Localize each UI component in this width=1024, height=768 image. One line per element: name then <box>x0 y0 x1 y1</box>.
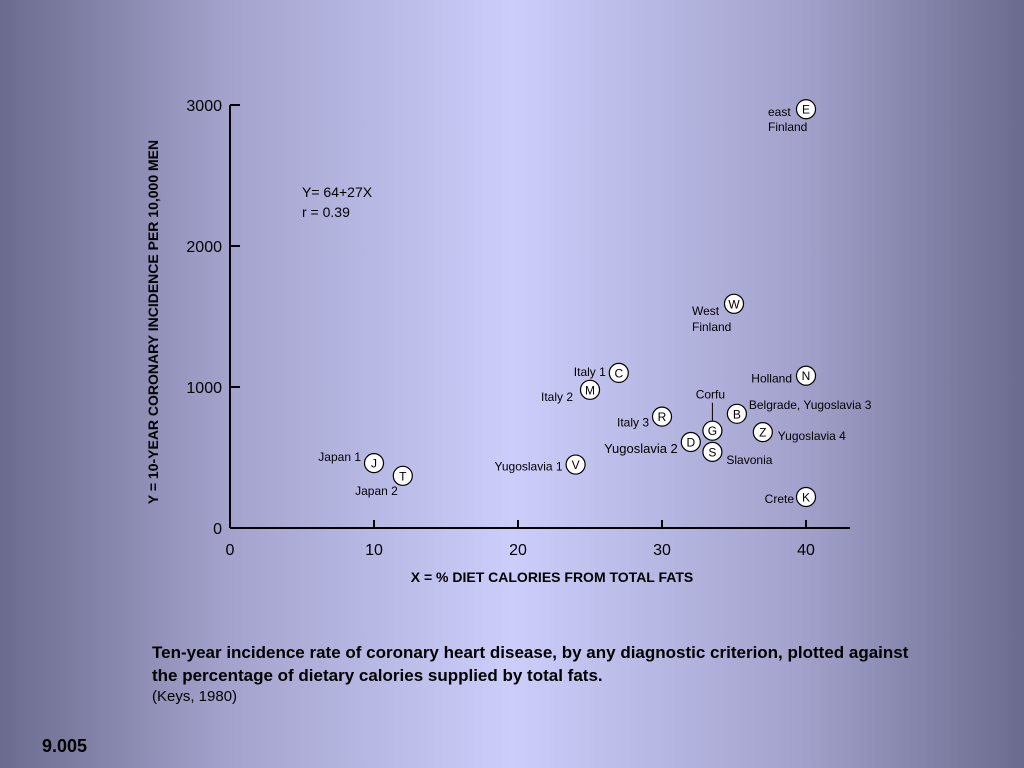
y-tick-label: 3000 <box>186 98 222 115</box>
x-tick-label: 30 <box>653 542 671 559</box>
caption-source: (Keys, 1980) <box>152 688 238 705</box>
point-code: S <box>708 445 716 459</box>
point-label: Italy 1 <box>574 365 606 379</box>
data-point-s: S Slavonia <box>702 441 773 467</box>
data-point-k: K Crete <box>765 486 817 508</box>
point-label: Japan 1 <box>318 450 361 464</box>
point-marker <box>702 441 723 462</box>
data-point-b: B Belgrade, Yugoslavia 3 <box>726 398 872 424</box>
x-tick-label: 0 <box>226 542 235 559</box>
point-label: Japan 2 <box>355 484 398 498</box>
data-point-m: M Italy 2 <box>541 379 601 404</box>
axes <box>229 105 850 529</box>
point-code: G <box>708 424 717 438</box>
point-label: Holland <box>751 372 792 386</box>
correlation-coefficient: r = 0.39 <box>302 204 350 220</box>
point-marker <box>651 406 673 427</box>
point-code: B <box>733 407 741 421</box>
point-label: Yugoslavia 4 <box>778 429 846 443</box>
axis-ticks: 0 1000 2000 3000 0 10 20 30 40 <box>186 98 815 559</box>
point-label: Belgrade, Yugoslavia 3 <box>749 398 872 412</box>
point-label: West <box>692 304 720 318</box>
point-code: C <box>614 366 623 380</box>
point-code: E <box>802 103 810 117</box>
point-code: J <box>371 457 377 471</box>
point-label: east <box>768 105 791 119</box>
data-point-z: Z Yugoslavia 4 <box>752 422 846 443</box>
data-point-c: C Italy 1 <box>574 362 629 383</box>
point-marker <box>795 486 817 508</box>
y-tick-label: 2000 <box>186 239 222 256</box>
point-marker <box>579 379 601 400</box>
point-code: W <box>728 297 740 311</box>
data-point-n: N Holland <box>751 365 817 386</box>
point-code: Z <box>759 426 766 440</box>
data-point-j: J Japan 1 <box>318 450 385 474</box>
point-marker <box>392 465 413 486</box>
point-label: Finland <box>768 120 807 134</box>
x-tick-label: 10 <box>365 542 383 559</box>
point-label: Italy 2 <box>541 390 573 404</box>
point-label: Italy 3 <box>617 416 649 430</box>
figure-caption: Ten-year incidence rate of coronary hear… <box>152 641 932 707</box>
x-tick-label: 20 <box>509 542 527 559</box>
point-code: T <box>399 469 407 483</box>
data-point-g: G Corfu <box>696 388 725 441</box>
point-marker <box>565 454 586 475</box>
point-marker <box>608 362 629 383</box>
point-label: Crete <box>765 492 795 506</box>
data-point-d: D Yugoslavia 2 <box>604 431 701 456</box>
point-marker <box>795 99 817 120</box>
y-tick-label: 0 <box>213 521 222 538</box>
point-marker <box>723 293 745 314</box>
point-code: K <box>802 490 810 504</box>
slide-number: 9.005 <box>42 736 88 756</box>
point-label: Yugoslavia 2 <box>604 441 678 456</box>
data-point-w: W West Finland <box>692 293 745 334</box>
point-code: R <box>658 410 667 424</box>
y-axis-label: Y = 10-YEAR CORONARY INCIDENCE PER 10,00… <box>145 140 161 504</box>
y-tick-label: 1000 <box>186 380 222 397</box>
point-marker <box>726 403 747 424</box>
point-label: Slavonia <box>726 453 772 467</box>
point-label: Finland <box>692 320 731 334</box>
point-marker <box>795 365 817 386</box>
point-marker <box>363 453 385 474</box>
data-point-r: R Italy 3 <box>617 406 673 430</box>
x-axis-label: X = % DIET CALORIES FROM TOTAL FATS <box>411 569 693 585</box>
point-marker <box>680 431 701 453</box>
data-point-v: V Yugoslavia 1 <box>495 454 586 475</box>
point-code: N <box>802 369 811 383</box>
point-code: V <box>572 458 580 472</box>
point-marker <box>752 422 773 443</box>
regression-equation: Y= 64+27X <box>302 184 373 200</box>
point-label: Yugoslavia 1 <box>495 460 563 474</box>
caption-text: Ten-year incidence rate of coronary hear… <box>152 643 909 685</box>
point-code: M <box>585 383 595 397</box>
x-tick-label: 40 <box>797 542 815 559</box>
point-label: Corfu <box>696 388 725 402</box>
point-code: D <box>686 435 695 449</box>
